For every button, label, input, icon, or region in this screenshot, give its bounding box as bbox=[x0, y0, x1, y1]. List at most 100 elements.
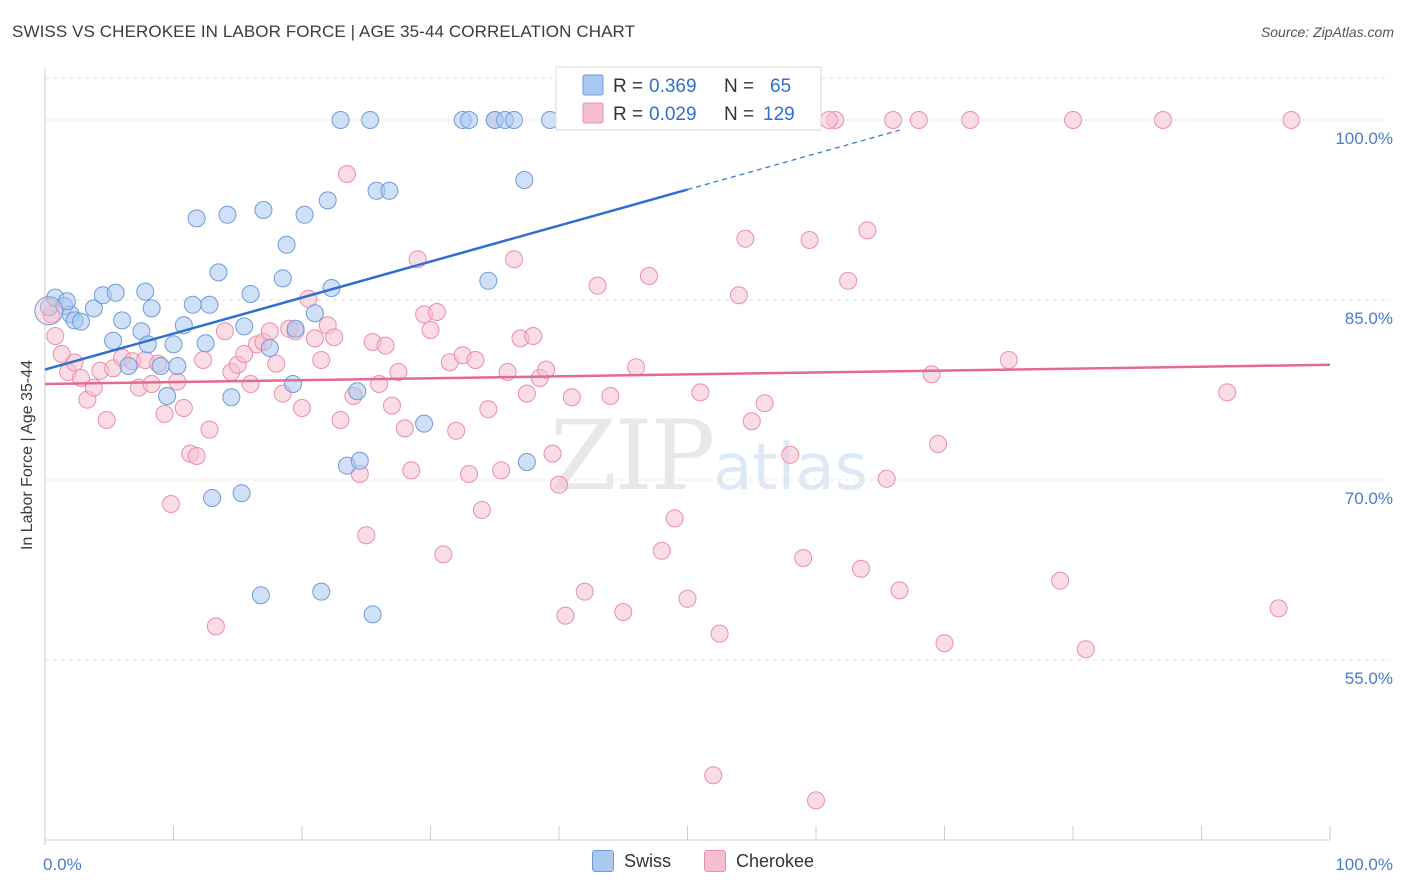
cherokee-point bbox=[187, 447, 206, 465]
swiss-point bbox=[254, 201, 273, 219]
cherokee-point bbox=[337, 165, 356, 183]
cherokee-point bbox=[1064, 111, 1082, 129]
cherokee-point bbox=[260, 322, 279, 341]
legend-box: R = 0.369 N = 65 R = 0.029 N = 129 bbox=[555, 66, 822, 131]
swiss-point bbox=[104, 331, 123, 350]
cherokee-point bbox=[736, 229, 755, 248]
cherokee-point bbox=[215, 322, 234, 341]
bottom-legend-cherokee-swatch bbox=[703, 850, 726, 872]
cherokee-point bbox=[84, 378, 103, 397]
legend-cherokee-n-label: N = bbox=[724, 104, 754, 125]
cherokee-point bbox=[331, 411, 350, 429]
swiss-point bbox=[286, 319, 305, 338]
cherokee-point bbox=[52, 345, 71, 363]
cherokee-point bbox=[781, 445, 800, 464]
legend-cherokee-r-label: R = bbox=[613, 104, 643, 125]
cherokee-point bbox=[293, 399, 311, 417]
swiss-point bbox=[295, 205, 314, 224]
cherokee-point bbox=[389, 363, 408, 381]
cherokee-point bbox=[807, 791, 825, 810]
cherokee-point bbox=[466, 351, 485, 369]
cherokee-point bbox=[161, 495, 180, 513]
cherokee-point bbox=[601, 387, 620, 405]
y-tick-label: 70.0% bbox=[1345, 489, 1393, 508]
cherokee-point bbox=[1269, 599, 1288, 618]
grid-layer bbox=[45, 77, 1390, 661]
swiss-point bbox=[209, 263, 228, 282]
swiss-point bbox=[284, 375, 303, 393]
chart-title: SWISS VS CHEROKEE IN LABOR FORCE | AGE 3… bbox=[12, 22, 636, 41]
cherokee-point bbox=[922, 365, 941, 384]
bottom-legend: Swiss Cherokee bbox=[0, 850, 1406, 877]
swiss-point bbox=[318, 191, 337, 210]
watermark-zip: ZIP bbox=[550, 400, 715, 512]
cherokee-point bbox=[678, 589, 697, 608]
swiss-point bbox=[517, 453, 536, 471]
swiss-point bbox=[203, 489, 222, 507]
cherokee-point bbox=[961, 111, 980, 129]
swiss-point bbox=[415, 414, 434, 433]
swiss-point bbox=[71, 312, 90, 331]
swiss-point bbox=[222, 388, 241, 407]
cherokee-point bbox=[142, 375, 161, 393]
swiss-point bbox=[363, 605, 382, 624]
cherokee-point bbox=[537, 360, 556, 379]
bottom-legend-swiss-label: Swiss bbox=[623, 850, 671, 871]
swiss-trend-extension bbox=[687, 129, 900, 191]
swiss-point bbox=[235, 317, 254, 336]
bottom-legend-cherokee[interactable]: Cherokee bbox=[703, 850, 815, 872]
y-tick-label: 85.0% bbox=[1345, 309, 1393, 328]
swiss-point bbox=[515, 171, 534, 189]
cherokee-point bbox=[447, 421, 466, 440]
cherokee-point bbox=[652, 541, 671, 560]
cherokee-point bbox=[200, 420, 219, 439]
swiss-point bbox=[305, 304, 324, 323]
bottom-legend-swiss-swatch bbox=[591, 850, 614, 872]
axis-layer: 55.0% 70.0% 85.0% 100.0% 0.0% 100.0% bbox=[43, 68, 1393, 874]
swiss-point bbox=[106, 283, 125, 302]
cherokee-point bbox=[382, 396, 401, 415]
cherokee-point bbox=[206, 617, 225, 636]
swiss-point bbox=[158, 387, 177, 405]
cherokee-point bbox=[710, 624, 729, 643]
cherokee-point bbox=[1153, 111, 1172, 129]
swiss-point bbox=[277, 235, 296, 254]
cluster-point bbox=[34, 296, 64, 326]
cherokee-point bbox=[427, 303, 446, 321]
points-layer bbox=[34, 111, 1301, 810]
cherokee-point bbox=[155, 405, 174, 423]
legend-swiss-swatch bbox=[582, 74, 604, 96]
cherokee-point bbox=[929, 435, 948, 453]
swiss-point bbox=[113, 311, 132, 330]
cherokee-point bbox=[194, 351, 213, 369]
cherokee-point bbox=[639, 267, 658, 285]
cherokee-point bbox=[267, 354, 286, 373]
cherokee-point bbox=[357, 526, 376, 545]
cherokee-point bbox=[999, 351, 1018, 369]
bottom-legend-swiss[interactable]: Swiss bbox=[591, 850, 671, 872]
cherokee-point bbox=[421, 321, 440, 339]
swiss-point bbox=[218, 205, 237, 224]
swiss-point bbox=[273, 269, 292, 288]
cherokee-point bbox=[472, 501, 491, 519]
swiss-point bbox=[348, 382, 367, 401]
cherokee-point bbox=[742, 412, 761, 431]
swiss-point bbox=[479, 271, 498, 290]
swiss-point bbox=[196, 334, 215, 353]
cherokee-point bbox=[305, 329, 324, 348]
swiss-point bbox=[57, 292, 76, 311]
cherokee-point bbox=[174, 399, 193, 417]
legend-cherokee-swatch bbox=[582, 102, 604, 124]
cherokee-point bbox=[851, 559, 870, 578]
cherokee-point bbox=[492, 461, 511, 480]
cherokee-point bbox=[479, 400, 498, 419]
cherokee-point bbox=[395, 419, 414, 438]
y-tick-label: 100.0% bbox=[1335, 129, 1393, 148]
bottom-legend-cherokee-label: Cherokee bbox=[735, 850, 815, 871]
swiss-point bbox=[164, 335, 183, 354]
cherokee-point bbox=[543, 444, 562, 463]
cherokee-point bbox=[1282, 111, 1301, 129]
swiss-point bbox=[331, 111, 350, 129]
swiss-point bbox=[312, 582, 331, 601]
legend-swiss-n-label: N = bbox=[724, 76, 754, 97]
